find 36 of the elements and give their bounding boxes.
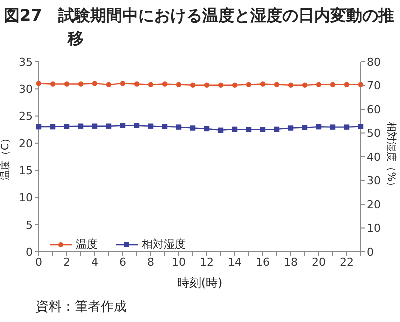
y2-tick-label: 30 — [367, 174, 381, 188]
y2-tick-label: 0 — [367, 246, 374, 259]
x-tick-label: 10 — [172, 256, 186, 269]
y2-tick-label: 70 — [367, 80, 381, 93]
y-tick-label: 35 — [19, 56, 33, 69]
x-tick-label: 22 — [340, 256, 354, 269]
y2-tick-label: 40 — [367, 150, 381, 164]
y2-tick-label: 80 — [367, 56, 381, 69]
x-tick-label: 4 — [92, 256, 98, 269]
x-tick-label: 20 — [312, 256, 326, 269]
x-tick-label: 14 — [228, 256, 242, 269]
y-tick-label: 30 — [19, 83, 33, 96]
y2-tick-label: 10 — [367, 222, 381, 236]
y-tick-label: 10 — [19, 192, 33, 205]
x-tick-label: 18 — [284, 256, 298, 269]
x-tick-label: 6 — [120, 256, 126, 269]
x-tick-label: 2 — [64, 256, 70, 269]
x-tick-label: 8 — [148, 256, 154, 269]
y-tick-label: 25 — [19, 110, 33, 124]
y2-tick-label: 60 — [367, 103, 381, 116]
x-tick-label: 16 — [256, 256, 270, 269]
x-tick-label: 0 — [36, 256, 42, 269]
y-tick-label: 5 — [26, 218, 33, 232]
legend-label: 相対湿度 — [141, 237, 186, 252]
y2-axis-title: 相対湿度（%） — [385, 122, 398, 192]
y-tick-label: 15 — [19, 164, 33, 178]
text: 資料：筆者作成 — [36, 299, 127, 316]
y2-tick-label: 50 — [367, 127, 381, 140]
y2-tick-label: 20 — [367, 198, 381, 212]
chart-title: 図27 試験期間中における温度と湿度の日内変動の推移 — [4, 5, 396, 50]
y-tick-label: 0 — [26, 246, 33, 259]
legend-label: 温度 — [75, 237, 98, 252]
x-axis-title: 時刻(時) — [177, 276, 223, 290]
y-tick-label: 20 — [19, 137, 33, 150]
y-axis-title: 温度（C） — [0, 134, 12, 180]
x-tick-label: 12 — [200, 256, 214, 269]
